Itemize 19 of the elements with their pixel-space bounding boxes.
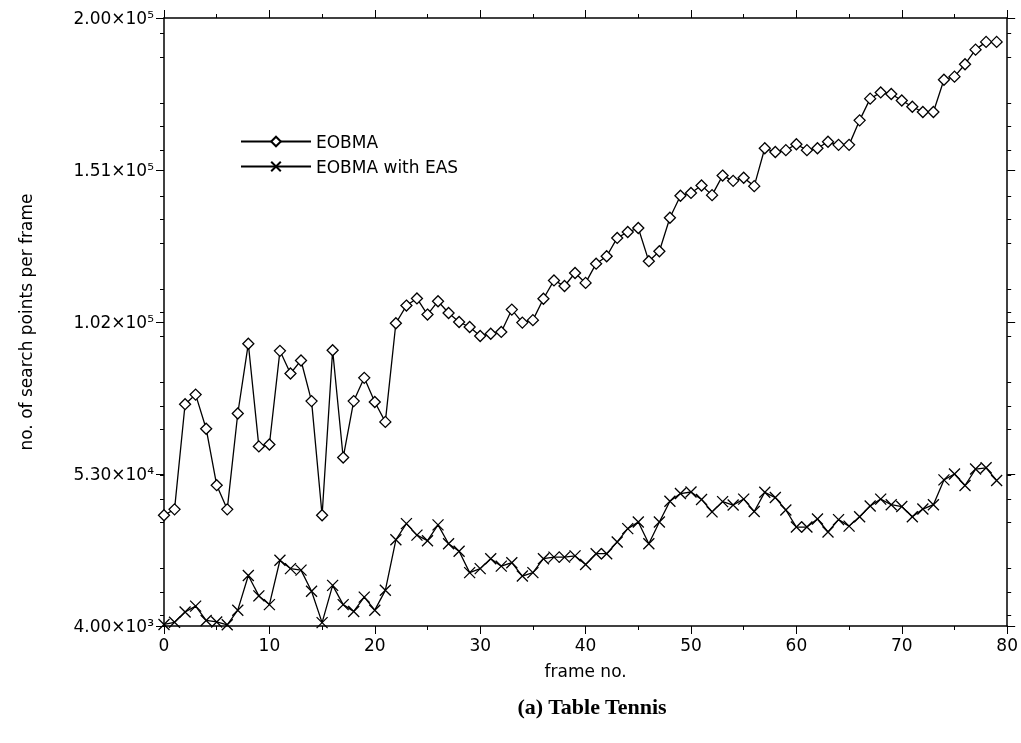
x-tick-label: 40 [574,634,597,655]
x-axis-title: frame no. [544,660,627,681]
y-tick-label: 4.00×10³ [73,616,154,636]
x-tick-label: 30 [469,634,492,655]
x-tick-label: 10 [258,634,281,655]
text: (a) Table Tennis [517,693,668,719]
x-tick-label: 60 [785,634,808,655]
y-axis-title: no. of search points per frame [15,193,36,451]
legend-label: EOBMA [316,131,379,152]
x-tick-label: 70 [890,634,913,655]
x-tick-label: 50 [680,634,702,655]
y-tick-label: 2.00×10⁵ [73,8,154,28]
y-tick-label: 5.30×10⁴ [73,464,155,484]
x-tick-label: 20 [363,634,386,655]
legend-label: EOBMA with EAS [316,156,459,177]
y-tick-label: 1.51×10⁵ [73,160,154,180]
x-tick-label: 0 [158,634,170,655]
x-tick-label: 80 [996,634,1018,655]
y-tick-label: 1.02×10⁵ [73,312,154,332]
